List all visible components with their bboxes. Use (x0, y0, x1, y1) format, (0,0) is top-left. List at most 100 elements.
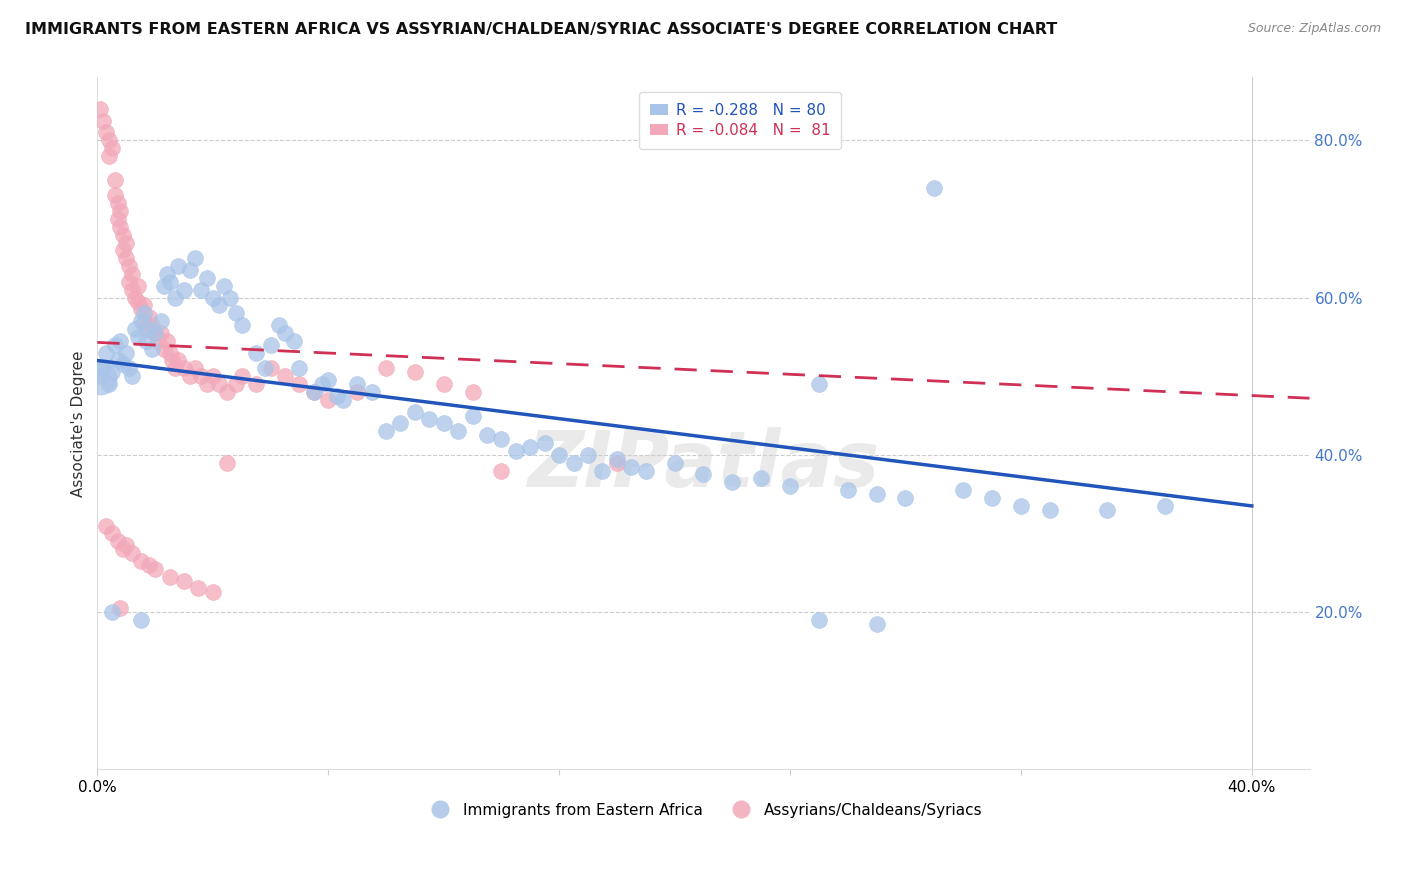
Point (184, 361, 207, 376)
Y-axis label: Associate's Degree: Associate's Degree (72, 351, 86, 497)
Point (149, 314, 172, 328)
Point (195, 377, 218, 392)
Point (101, 526, 124, 541)
Point (269, 318, 291, 332)
Text: Source: ZipAtlas.com: Source: ZipAtlas.com (1247, 22, 1381, 36)
Point (115, 252, 138, 266)
Point (214, 278, 236, 293)
Point (91, 113, 114, 128)
Point (91, 361, 114, 376)
Point (156, 334, 179, 348)
Point (302, 384, 325, 399)
Point (491, 464, 513, 478)
Point (195, 271, 218, 285)
Point (129, 554, 152, 568)
Point (101, 365, 124, 379)
Point (606, 451, 628, 466)
Point (159, 275, 181, 289)
Point (981, 491, 1004, 505)
Point (259, 337, 281, 351)
Point (112, 227, 135, 242)
Point (129, 314, 152, 328)
Point (167, 353, 190, 368)
Point (316, 373, 339, 387)
Point (491, 432, 513, 446)
Point (894, 491, 917, 505)
Point (121, 369, 143, 384)
Point (1039, 503, 1062, 517)
Text: ZIPatlas: ZIPatlas (527, 427, 880, 503)
Point (127, 294, 149, 309)
Point (187, 582, 209, 596)
Point (217, 456, 239, 470)
Point (865, 616, 887, 631)
Point (141, 318, 163, 332)
Point (404, 404, 426, 418)
Point (207, 298, 229, 312)
Point (519, 440, 541, 454)
Point (118, 275, 141, 289)
Point (104, 188, 127, 202)
Point (418, 412, 440, 426)
Point (865, 487, 887, 501)
Point (138, 322, 160, 336)
Point (360, 384, 382, 399)
Point (375, 361, 398, 376)
Point (173, 574, 195, 588)
Point (274, 326, 297, 340)
Point (245, 377, 267, 392)
Point (461, 409, 484, 423)
Point (89, 371, 111, 385)
Point (332, 392, 354, 407)
Point (143, 562, 166, 576)
Point (225, 306, 247, 320)
Point (620, 459, 643, 474)
Point (217, 384, 239, 399)
Point (179, 369, 201, 384)
Point (231, 318, 253, 332)
Point (316, 392, 339, 407)
Point (107, 211, 129, 226)
Point (475, 428, 498, 442)
Point (165, 291, 187, 305)
Point (692, 467, 714, 482)
Point (138, 310, 160, 325)
Point (326, 389, 349, 403)
Point (152, 342, 174, 356)
Point (132, 298, 155, 312)
Text: IMMIGRANTS FROM EASTERN AFRICA VS ASSYRIAN/CHALDEAN/SYRIAC ASSOCIATE'S DEGREE CO: IMMIGRANTS FROM EASTERN AFRICA VS ASSYRI… (25, 22, 1057, 37)
Point (447, 424, 470, 438)
Point (548, 448, 571, 462)
Point (389, 417, 412, 431)
Point (115, 235, 138, 250)
Point (94, 126, 117, 140)
Point (101, 605, 124, 619)
Point (807, 613, 830, 627)
Point (591, 464, 613, 478)
Point (173, 283, 195, 297)
Point (433, 377, 456, 392)
Point (219, 291, 242, 305)
Point (165, 361, 187, 376)
Point (97, 149, 120, 163)
Point (461, 384, 484, 399)
Point (127, 330, 149, 344)
Point (779, 479, 801, 493)
Point (118, 361, 141, 376)
Point (152, 278, 174, 293)
Point (576, 448, 599, 462)
Point (167, 259, 190, 273)
Point (89, 369, 111, 384)
Point (259, 361, 281, 376)
Point (110, 219, 132, 234)
Point (664, 456, 686, 470)
Point (143, 326, 166, 340)
Point (124, 322, 146, 336)
Point (121, 546, 143, 560)
Point (288, 361, 311, 376)
Point (159, 345, 181, 359)
Point (118, 259, 141, 273)
Point (141, 342, 163, 356)
Point (433, 417, 456, 431)
Point (110, 601, 132, 615)
